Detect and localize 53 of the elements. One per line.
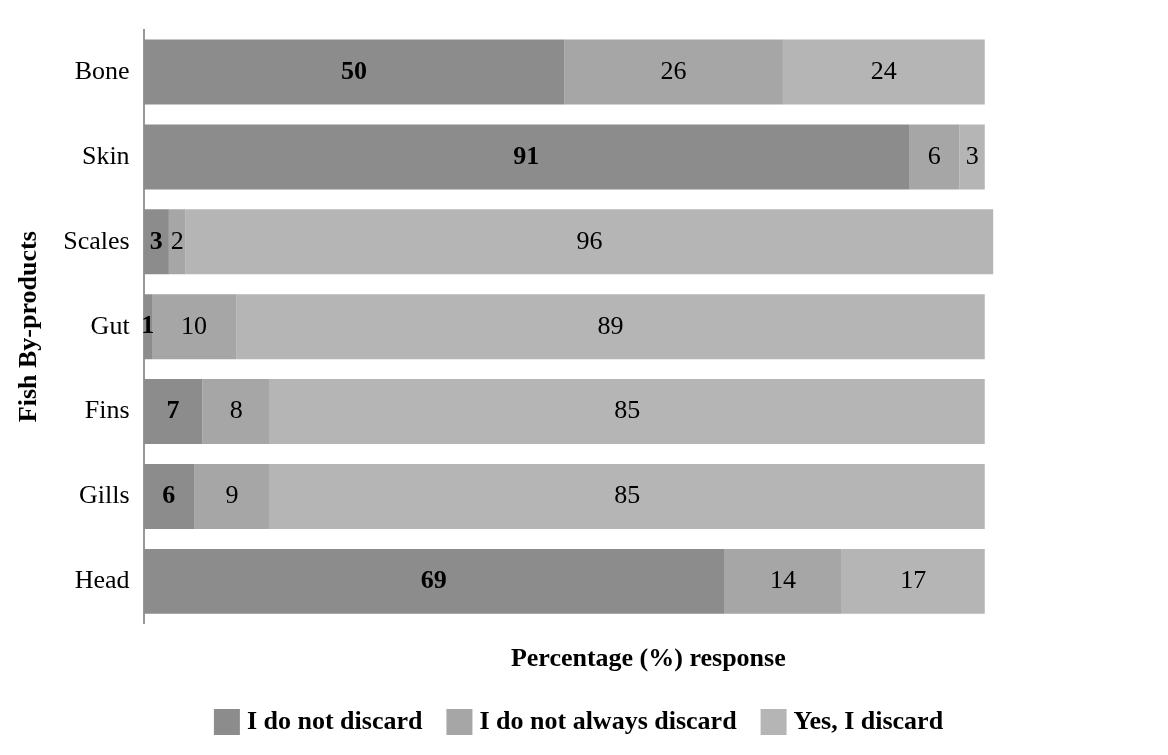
- y-tick-label: Skin: [81, 140, 130, 170]
- data-label: 24: [870, 55, 897, 85]
- data-label: 6: [162, 480, 176, 510]
- data-label: 10: [181, 310, 208, 340]
- bar: [841, 548, 985, 614]
- bar: [143, 379, 203, 445]
- bar: [269, 379, 985, 445]
- bar: [143, 124, 910, 190]
- data-label: 14: [769, 565, 796, 595]
- y-axis-title: Fish By-products: [13, 231, 43, 423]
- bar: [269, 464, 985, 529]
- data-label: 1: [141, 310, 155, 340]
- bar: [909, 124, 960, 190]
- data-label: 17: [900, 565, 927, 595]
- data-label: 2: [170, 225, 184, 255]
- data-label: 85: [614, 395, 641, 425]
- bar: [152, 294, 237, 360]
- data-label: 89: [597, 310, 624, 340]
- bar: [782, 39, 985, 105]
- y-tick-label: Head: [74, 565, 130, 595]
- x-axis-title: Percentage (%) response: [510, 643, 786, 673]
- bar: [143, 39, 565, 105]
- data-label: 91: [513, 140, 540, 170]
- bar: [959, 124, 985, 190]
- data-label: 50: [340, 55, 367, 85]
- bar: [564, 39, 783, 105]
- data-label: 3: [965, 140, 979, 170]
- data-label: 8: [229, 395, 243, 425]
- bar: [143, 464, 195, 529]
- bar: [724, 548, 842, 614]
- legend-label: Yes, I discard: [793, 705, 944, 735]
- data-label: 9: [225, 480, 239, 510]
- bar: [236, 294, 985, 360]
- data-label: 6: [927, 140, 941, 170]
- data-label: 7: [166, 395, 180, 425]
- bar: [185, 209, 994, 275]
- y-tick-label: Gut: [90, 310, 131, 340]
- data-label: 3: [149, 225, 163, 255]
- bar: [143, 209, 169, 275]
- bar: [168, 209, 186, 275]
- y-tick-label: Gills: [79, 480, 130, 510]
- bar: [143, 548, 725, 614]
- data-label: 96: [576, 225, 603, 255]
- data-label: 26: [660, 55, 687, 85]
- legend-label: I do not discard: [246, 705, 423, 735]
- legend-label: I do not always discard: [479, 705, 738, 735]
- y-tick-label: Bone: [74, 55, 130, 85]
- y-tick-label: Scales: [63, 225, 130, 255]
- data-label: 85: [614, 480, 641, 510]
- bar: [194, 464, 270, 529]
- y-tick-label: Fins: [84, 395, 130, 425]
- bar: [202, 379, 270, 445]
- data-label: 69: [420, 565, 447, 595]
